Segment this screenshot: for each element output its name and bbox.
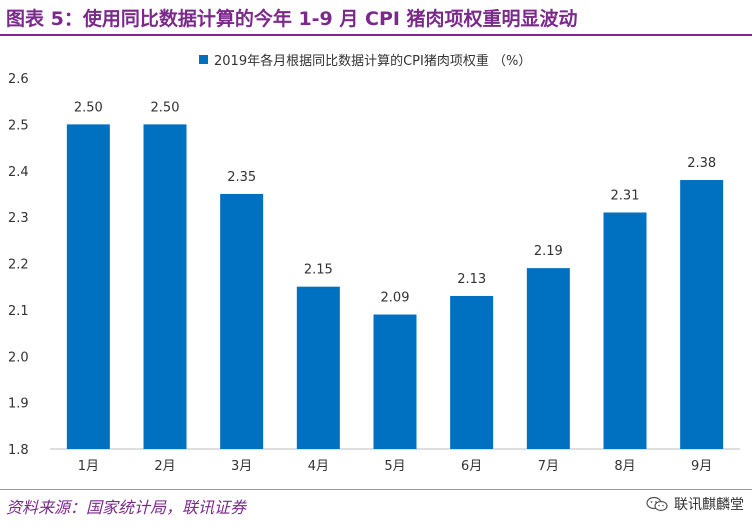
title-divider — [0, 34, 752, 36]
bar — [526, 268, 570, 449]
bar — [220, 193, 264, 449]
y-tick-label: 1.9 — [8, 397, 29, 412]
x-tick-label: 8月 — [614, 459, 635, 474]
data-label: 2.50 — [74, 100, 103, 115]
legend-swatch — [199, 55, 208, 64]
wechat-icon — [646, 496, 668, 512]
bar — [680, 180, 724, 449]
x-tick-label: 9月 — [691, 459, 712, 474]
bar — [450, 295, 494, 449]
y-tick-label: 2.1 — [8, 304, 29, 319]
footer-divider — [0, 489, 752, 490]
data-label: 2.35 — [227, 170, 256, 185]
data-label: 2.15 — [304, 263, 333, 278]
chart-title: 图表 5：使用同比数据计算的今年 1-9 月 CPI 猪肉项权重明显波动 — [6, 8, 578, 30]
watermark: 联讯麒麟堂 — [646, 494, 744, 514]
bar — [603, 212, 647, 449]
y-tick-label: 1.8 — [8, 443, 29, 458]
bar — [66, 124, 110, 449]
y-tick-label: 2.5 — [8, 118, 29, 133]
watermark-text: 联讯麒麟堂 — [674, 497, 744, 513]
y-tick-label: 2.3 — [8, 211, 29, 226]
y-tick-label: 2.0 — [8, 350, 29, 365]
legend-label: 2019年各月根据同比数据计算的CPI猪肉项权重 （%） — [214, 54, 532, 69]
bar — [373, 314, 417, 449]
x-tick-label: 3月 — [231, 459, 252, 474]
legend: 2019年各月根据同比数据计算的CPI猪肉项权重 （%） — [199, 50, 531, 69]
x-tick-label: 4月 — [308, 459, 329, 474]
bar — [143, 124, 187, 449]
x-tick-label: 5月 — [384, 459, 405, 474]
data-label: 2.09 — [381, 291, 410, 306]
data-label: 2.50 — [151, 100, 180, 115]
x-tick-label: 2月 — [154, 459, 175, 474]
y-tick-label: 2.4 — [8, 165, 29, 180]
bar-chart: 1.8 1.9 2.0 2.1 2.2 2.3 2.4 2.5 2.6 2.50 1月 2.50 2月 2… — [8, 72, 740, 474]
data-label: 2.38 — [687, 156, 716, 171]
y-tick-label: 2.6 — [8, 72, 29, 87]
x-tick-label: 6月 — [461, 459, 482, 474]
data-label: 2.19 — [534, 244, 563, 259]
y-tick-label: 2.2 — [8, 258, 29, 273]
data-label: 2.13 — [457, 272, 486, 287]
bar — [296, 286, 340, 449]
x-tick-label: 7月 — [538, 459, 559, 474]
source-note: 资料来源：国家统计局，联讯证券 — [6, 498, 247, 517]
data-label: 2.31 — [611, 188, 640, 203]
x-tick-label: 1月 — [78, 459, 99, 474]
